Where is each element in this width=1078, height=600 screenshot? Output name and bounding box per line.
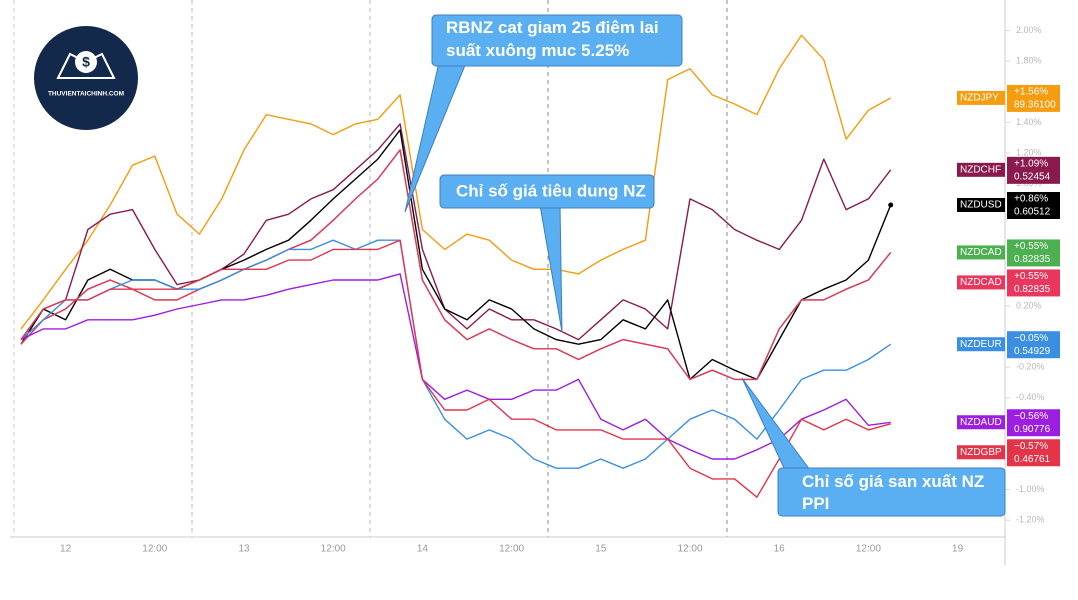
y-tick-label: 0.20% xyxy=(1016,300,1042,310)
legend-name: NZDJPY xyxy=(960,93,999,104)
legend-name: NZDGBP xyxy=(960,447,1002,458)
legend-name: NZDCAD xyxy=(960,247,1002,258)
last-point xyxy=(888,202,894,208)
price-label: 0.82835 xyxy=(1014,284,1051,295)
y-tick-label: 2.00% xyxy=(1016,25,1042,35)
legend-box xyxy=(957,415,1005,430)
callout-line: suất xuông muc 5.25% xyxy=(446,41,629,60)
value-box xyxy=(1007,156,1060,184)
price-label: 0.82835 xyxy=(1014,254,1051,265)
logo-coin xyxy=(75,51,97,73)
value-box xyxy=(1007,409,1060,437)
price-labels: NZDJPY +1.56% 89.36100 NZDCHF +1.09% 0.52454 N… xyxy=(957,84,1060,467)
x-tick-label: 13 xyxy=(238,544,250,555)
value-box xyxy=(1007,331,1060,359)
y-tick-label: 1.40% xyxy=(1016,117,1042,127)
change-label: +0.55% xyxy=(1014,271,1048,282)
x-tick-label: 12:00 xyxy=(677,544,702,555)
change-label: +0.86% xyxy=(1014,194,1048,205)
x-tick-label: 12 xyxy=(60,544,72,555)
callout-box xyxy=(777,467,1006,517)
y-tick-label: 1.20% xyxy=(1016,147,1042,157)
x-tick-label: 12:00 xyxy=(856,544,881,555)
x-tick-label: 12:00 xyxy=(321,544,346,555)
callout-text: Chỉ số giá san xuất NZ xyxy=(802,472,984,491)
callout: RBNZ cat giam 25 điêm lai suất xuông muc… xyxy=(404,14,683,213)
legend-box xyxy=(957,198,1005,213)
value-box xyxy=(1007,239,1060,267)
legend-name: NZDAUD xyxy=(960,417,1002,428)
value-box xyxy=(1007,84,1060,112)
legend-box xyxy=(957,245,1005,260)
series-line xyxy=(20,239,892,469)
callout-box xyxy=(431,14,683,67)
logo: $ THUVIENTAICHINH.COM xyxy=(34,26,138,130)
change-label: −0.57% xyxy=(1014,441,1048,452)
legend-box xyxy=(957,90,1005,105)
callout: Chỉ số giá tiêu dung NZ xyxy=(439,174,655,333)
legend-name: NZDCAD xyxy=(960,277,1002,288)
x-tick-label: 16 xyxy=(774,544,786,555)
legend-name: NZDUSD xyxy=(960,200,1002,211)
x-tick-label: 15 xyxy=(595,544,607,555)
callout-text: PPI xyxy=(802,494,829,513)
callout-line: RBNZ cat giam 25 điêm lai xyxy=(446,18,659,37)
logo-symbol: $ xyxy=(82,54,90,70)
callout: Chỉ số giá san xuất NZ PPI xyxy=(741,377,1006,517)
price-label: 0.54929 xyxy=(1014,346,1051,357)
series-line xyxy=(20,273,891,460)
x-tick-label: 14 xyxy=(417,544,429,555)
price-label: 0.52454 xyxy=(1014,171,1051,182)
value-box xyxy=(1007,269,1060,297)
value-box xyxy=(1007,439,1060,467)
price-label: 0.60512 xyxy=(1014,207,1051,218)
series-line xyxy=(20,239,891,498)
y-tick-label: -0.20% xyxy=(1016,362,1045,372)
callout-pointer xyxy=(741,377,811,471)
y-tick-label: 1.80% xyxy=(1016,56,1042,66)
x-tick-label: 12:00 xyxy=(142,544,167,555)
lines xyxy=(20,34,894,498)
x-tick-label: 19 xyxy=(952,544,964,555)
price-label: 89.36100 xyxy=(1014,100,1056,111)
callout-text: suất xuông muc 5.25% xyxy=(446,41,629,60)
change-label: +1.56% xyxy=(1014,87,1048,98)
legend-name: NZDCHF xyxy=(960,164,1001,175)
y-tick-label: -1.20% xyxy=(1016,515,1045,525)
change-label: −0.56% xyxy=(1014,411,1048,422)
change-label: −0.05% xyxy=(1014,333,1048,344)
change-label: +1.09% xyxy=(1014,158,1048,169)
series-line xyxy=(20,123,892,341)
y-tick-label: -1.00% xyxy=(1016,484,1045,494)
price-label: 0.90776 xyxy=(1014,424,1051,435)
series-line xyxy=(20,149,892,381)
callout-pointer xyxy=(539,204,563,333)
callout-text: RBNZ cat giam 25 điêm lai xyxy=(446,18,659,37)
change-label: +0.55% xyxy=(1014,241,1048,252)
legend-name: NZDEUR xyxy=(960,339,1002,350)
price-label: 0.46761 xyxy=(1014,454,1051,465)
x-tick-label: 12:00 xyxy=(499,544,524,555)
callout-line: PPI xyxy=(802,494,829,513)
callout-line: Chỉ số giá san xuất NZ xyxy=(802,472,984,491)
value-box xyxy=(1007,192,1060,220)
legend-box xyxy=(957,445,1005,460)
y-tick-label: -0.40% xyxy=(1016,392,1045,402)
legend-box xyxy=(957,337,1005,352)
series-line xyxy=(20,129,892,381)
logo-text: THUVIENTAICHINH.COM xyxy=(48,91,124,98)
callout-text: Chỉ số giá tiêu dung NZ xyxy=(456,181,646,200)
series-line xyxy=(20,34,892,330)
legend-box xyxy=(957,275,1005,290)
legend-box xyxy=(957,162,1005,177)
callout-box xyxy=(439,174,655,209)
